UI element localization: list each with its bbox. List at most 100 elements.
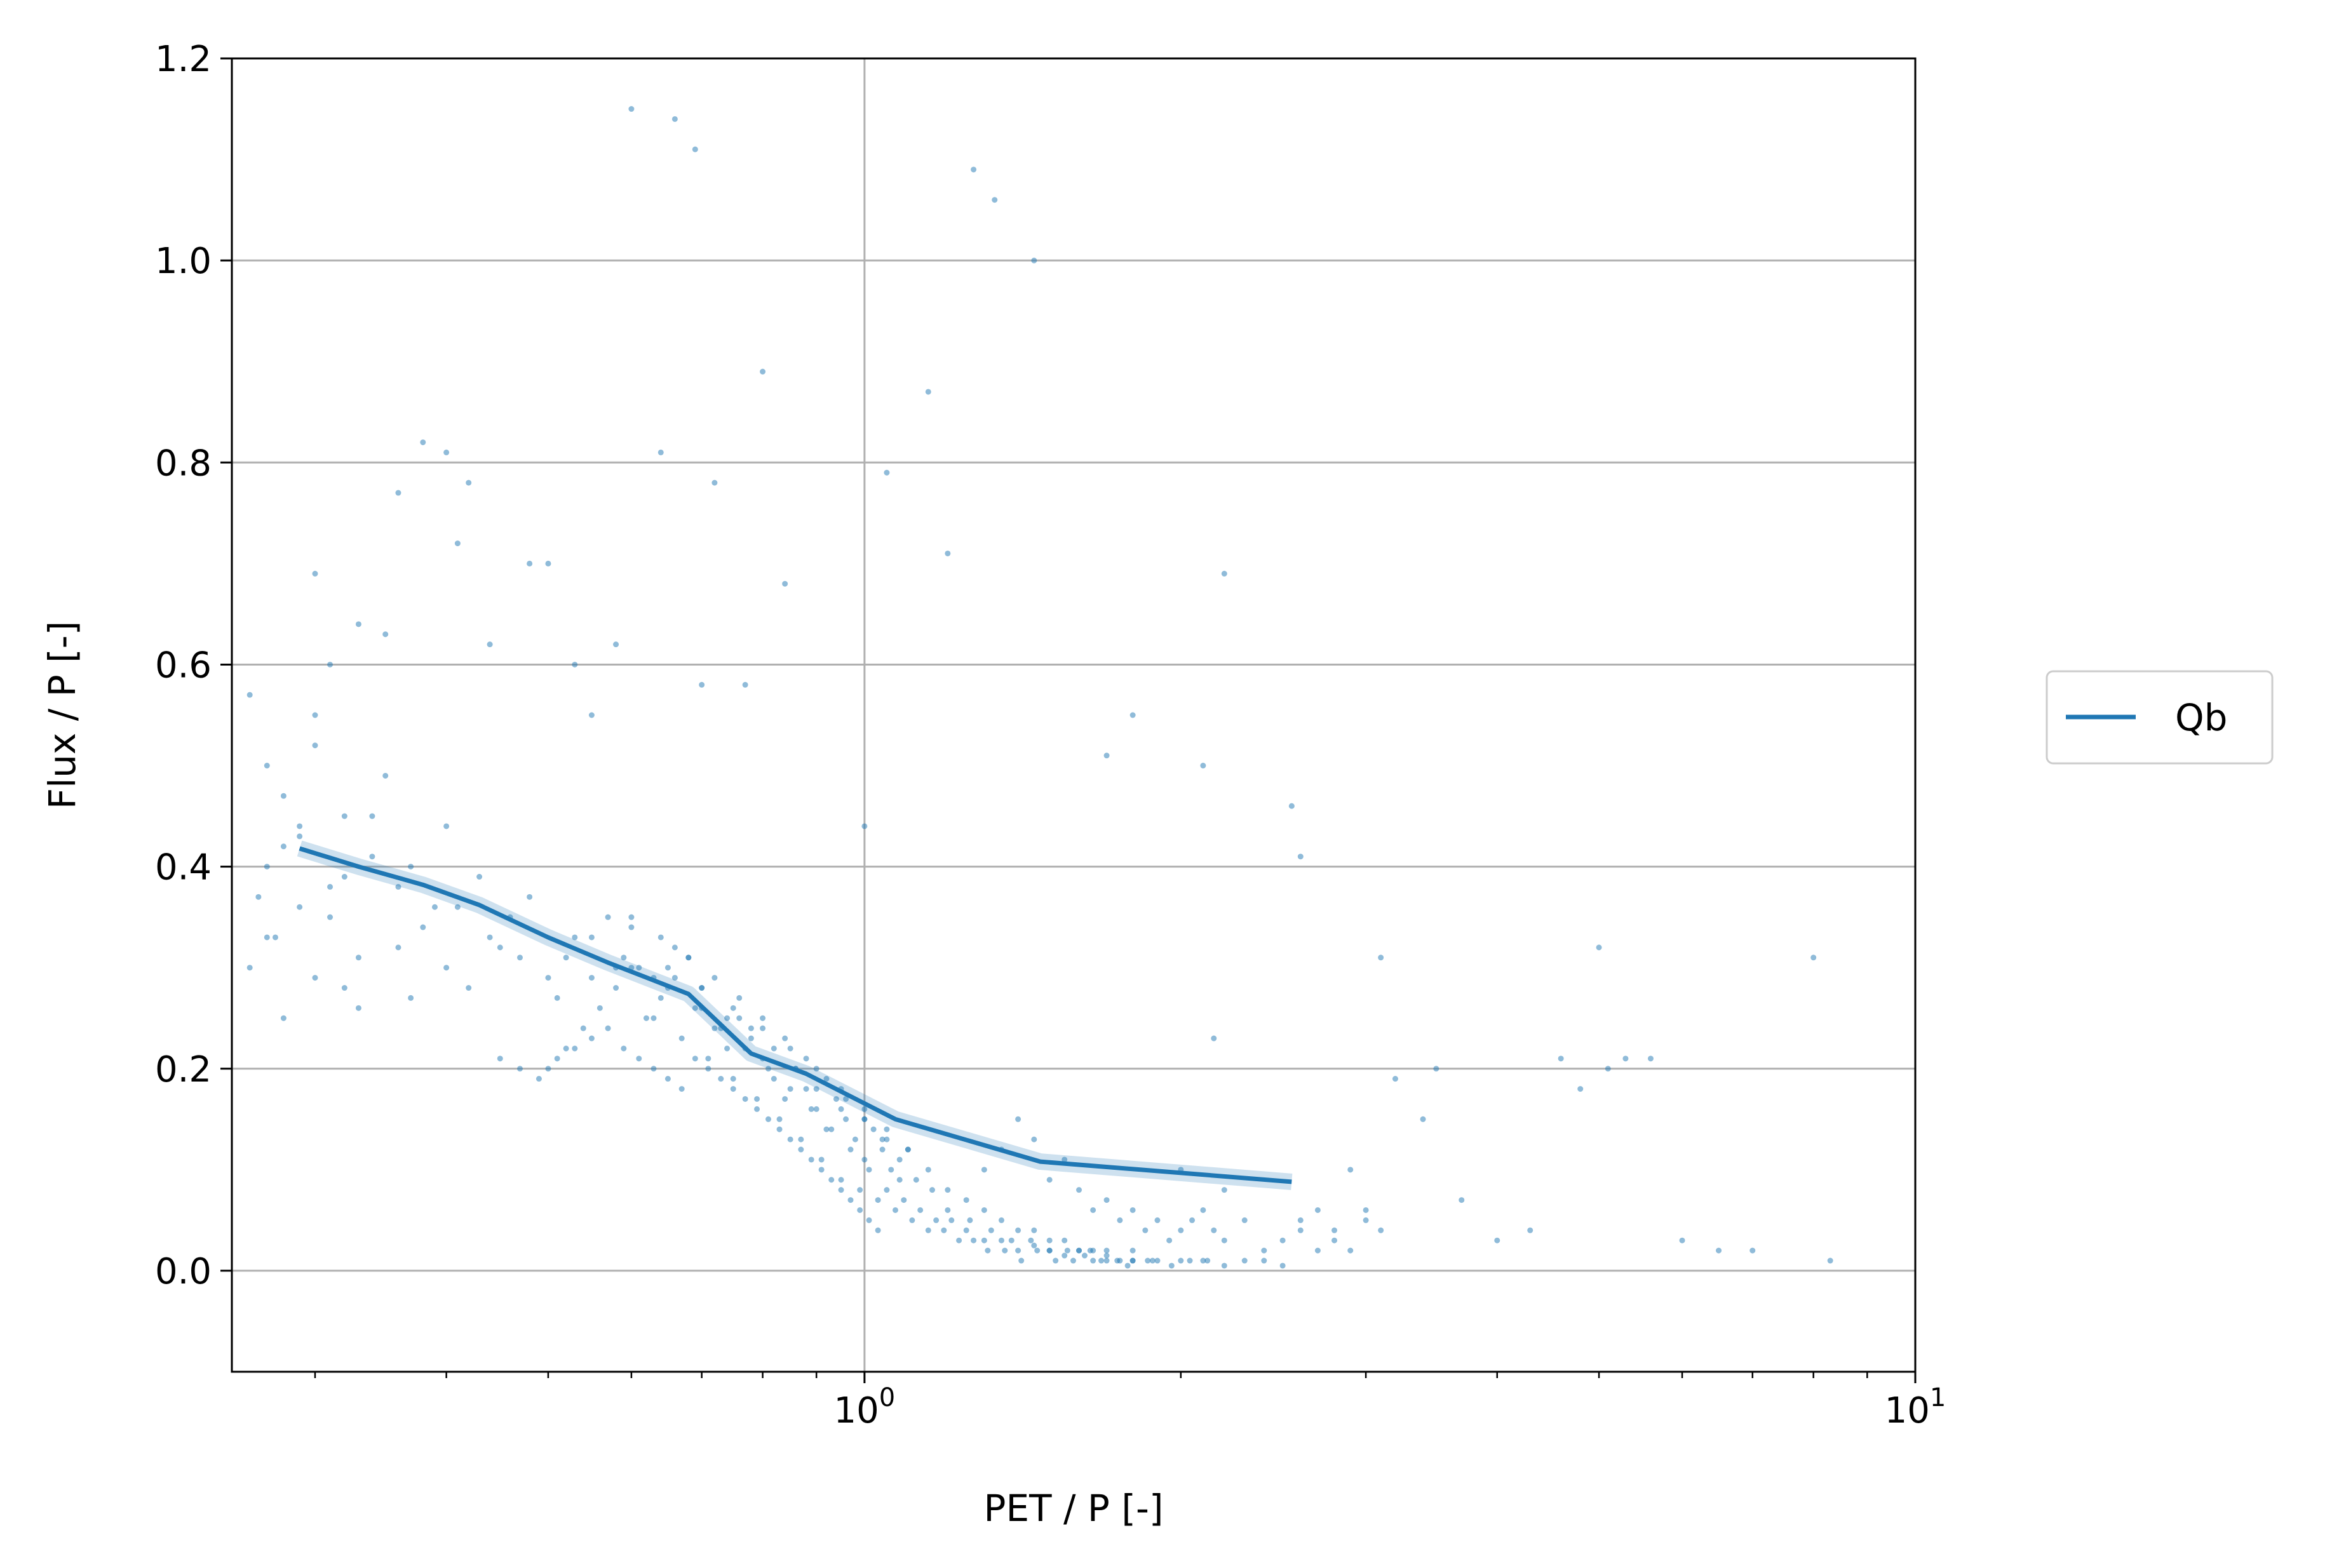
scatter-point bbox=[1103, 1197, 1110, 1203]
x-axis-label: PET / P [-] bbox=[983, 1487, 1163, 1530]
scatter-point bbox=[828, 1177, 835, 1183]
scatter-point bbox=[1070, 1257, 1076, 1264]
scatter-point bbox=[1129, 1207, 1136, 1213]
scatter-point bbox=[1002, 1247, 1008, 1254]
scatter-point bbox=[685, 955, 692, 961]
scatter-point bbox=[884, 1187, 890, 1193]
scatter-point bbox=[1716, 1247, 1722, 1254]
scatter-point bbox=[879, 1146, 886, 1153]
scatter-point bbox=[803, 1086, 809, 1092]
scatter-point bbox=[730, 1086, 736, 1092]
scatter-point bbox=[643, 1015, 649, 1021]
scatter-point bbox=[312, 712, 318, 718]
scatter-point bbox=[823, 1076, 830, 1082]
scatter-point bbox=[1527, 1227, 1533, 1233]
scatter-point bbox=[1090, 1257, 1096, 1264]
scatter-point bbox=[1749, 1247, 1756, 1254]
scatter-point bbox=[765, 1066, 772, 1072]
scatter-point bbox=[341, 985, 347, 991]
scatter-point bbox=[408, 995, 414, 1001]
scatter-point bbox=[1200, 1257, 1206, 1264]
scatter-point bbox=[692, 1005, 698, 1011]
scatter-point bbox=[892, 1207, 898, 1213]
scatter-point bbox=[1261, 1257, 1267, 1264]
x-tick-label: 100 bbox=[834, 1383, 896, 1431]
scatter-point bbox=[454, 540, 461, 547]
scatter-point bbox=[621, 955, 627, 961]
y-tick-label: 1.2 bbox=[155, 39, 212, 80]
scatter-point bbox=[1114, 1257, 1121, 1264]
scatter-point bbox=[588, 1035, 595, 1042]
scatter-point bbox=[711, 975, 718, 981]
scatter-point bbox=[572, 934, 578, 941]
scatter-point bbox=[657, 449, 664, 455]
scatter-point bbox=[866, 1167, 872, 1173]
scatter-point bbox=[246, 965, 253, 971]
scatter-point bbox=[1008, 1237, 1014, 1243]
scatter-point bbox=[588, 975, 595, 981]
plot-frame bbox=[231, 57, 1917, 1373]
scatter-point bbox=[988, 1227, 994, 1233]
scatter-point bbox=[861, 823, 868, 829]
scatter-point bbox=[998, 1217, 1004, 1223]
scatter-point bbox=[742, 681, 748, 688]
scatter-point bbox=[838, 1187, 844, 1193]
scatter-point bbox=[443, 965, 450, 971]
legend-label-qb: Qb bbox=[2175, 696, 2227, 739]
scatter-point bbox=[1261, 1247, 1267, 1254]
scatter-point bbox=[884, 469, 890, 476]
scatter-point bbox=[787, 1136, 793, 1142]
scatter-point bbox=[628, 924, 635, 930]
scatter-point bbox=[1297, 1217, 1304, 1223]
scatter-point bbox=[382, 631, 389, 638]
scatter-point bbox=[1577, 1086, 1584, 1092]
scatter-point bbox=[355, 955, 361, 961]
scatter-point bbox=[431, 904, 438, 910]
scatter-point bbox=[787, 1045, 793, 1052]
scatter-point bbox=[1015, 1247, 1021, 1254]
scatter-point bbox=[1062, 1156, 1068, 1163]
scatter-point bbox=[692, 1055, 698, 1062]
scatter-point bbox=[657, 995, 664, 1001]
scatter-point bbox=[765, 1116, 772, 1122]
scatter-point bbox=[297, 833, 303, 840]
scatter-point bbox=[671, 116, 678, 122]
scatter-point bbox=[1297, 1227, 1304, 1233]
scatter-point bbox=[454, 904, 461, 910]
scatter-point bbox=[866, 1217, 872, 1223]
scatter-point bbox=[981, 1237, 987, 1243]
scatter-point bbox=[264, 934, 270, 941]
scatter-point bbox=[818, 1167, 825, 1173]
scatter-point bbox=[516, 1066, 523, 1072]
scatter-point bbox=[420, 439, 426, 445]
scatter-point bbox=[1149, 1257, 1156, 1264]
scatter-point bbox=[857, 1187, 863, 1193]
scatter-point bbox=[813, 1066, 819, 1072]
scatter-point bbox=[1378, 1227, 1384, 1233]
scatter-point bbox=[1279, 1263, 1286, 1269]
scatter-point bbox=[1605, 1066, 1611, 1072]
scatter-point bbox=[1347, 1167, 1354, 1173]
scatter-point bbox=[808, 1106, 814, 1112]
scatter-point bbox=[312, 742, 318, 749]
scatter-point bbox=[1015, 1116, 1021, 1122]
scatter-point bbox=[580, 1025, 586, 1031]
scatter-point bbox=[272, 934, 278, 941]
scatter-point bbox=[1297, 854, 1304, 860]
scatter-point bbox=[628, 106, 635, 112]
scatter-point bbox=[613, 641, 619, 648]
scatter-point bbox=[1076, 1247, 1082, 1254]
scatter-point bbox=[1221, 1187, 1227, 1193]
scatter-point bbox=[545, 560, 551, 566]
scatter-point bbox=[1241, 1257, 1248, 1264]
scatter-point bbox=[1031, 1227, 1037, 1233]
scatter-point bbox=[497, 1055, 503, 1062]
scatter-point bbox=[280, 843, 286, 850]
scatter-point bbox=[948, 1217, 955, 1223]
scatter-point bbox=[925, 1167, 931, 1173]
scatter-point bbox=[998, 1237, 1004, 1243]
scatter-point bbox=[813, 1086, 819, 1092]
scatter-point bbox=[724, 1015, 731, 1021]
scatter-point bbox=[1363, 1207, 1369, 1213]
